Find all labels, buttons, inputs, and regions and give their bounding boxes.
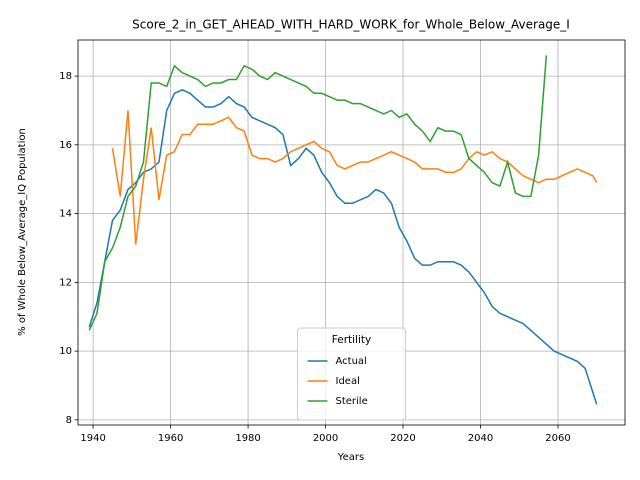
legend-label: Sterile — [336, 396, 368, 407]
y-tick-label: 18 — [59, 71, 72, 82]
legend-title: Fertility — [332, 334, 371, 346]
legend-label: Actual — [336, 356, 367, 367]
x-tick-label: 2000 — [313, 433, 338, 444]
plot-frame — [77, 39, 626, 426]
line-series — [88, 55, 548, 331]
x-tick-label: 2060 — [545, 433, 570, 444]
legend-label: Ideal — [336, 376, 360, 387]
x-tick-label: 1980 — [235, 433, 260, 444]
y-tick-label: 14 — [59, 209, 72, 220]
x-tick-label: 1960 — [158, 433, 183, 444]
y-tick-label: 16 — [59, 140, 72, 151]
x-axis-label: Years — [337, 452, 364, 463]
legend: Fertility Actual Ideal Sterile — [297, 327, 406, 421]
y-axis-label: % of Whole Below_Average_IQ Population — [17, 128, 28, 336]
y-tick-label: 12 — [59, 277, 72, 288]
x-tick-label: 2020 — [390, 433, 415, 444]
x-tick-label: 2040 — [468, 433, 493, 444]
legend-box — [297, 327, 406, 421]
y-tick-label: 10 — [59, 346, 72, 357]
y-tick-label: 8 — [66, 415, 72, 426]
line-series — [88, 89, 598, 405]
chart-title: Score_2_in_GET_AHEAD_WITH_HARD_WORK_for_… — [132, 18, 570, 32]
line-series — [111, 110, 598, 245]
x-tick-label: 1940 — [80, 433, 105, 444]
